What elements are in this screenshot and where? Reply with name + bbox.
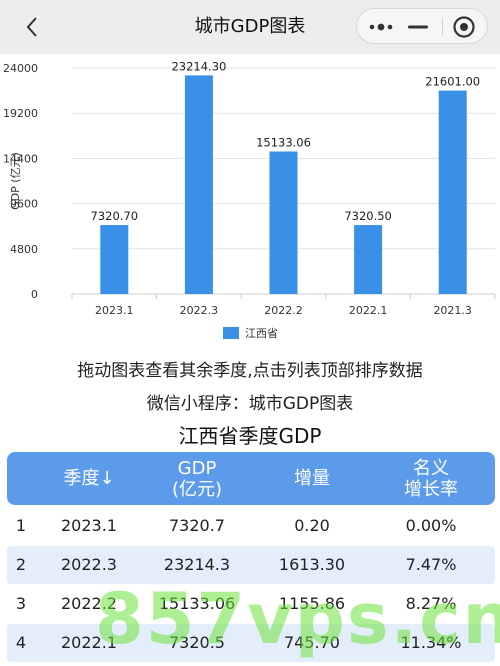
- x-tick-label: 2021.3: [433, 304, 472, 317]
- y-tick-label: 0: [31, 288, 38, 301]
- cell-growth: 7.47%: [405, 555, 457, 574]
- nav-bar: 城市GDP图表: [0, 0, 500, 54]
- cell-gdp: 7320.5: [169, 633, 225, 652]
- gdp-bar-chart[interactable]: 0 4800 9600 14400 19200 24000 GDP (亿元) 7320.70 2…: [0, 54, 500, 320]
- table-row[interactable]: 3 2022.2 15133.06 1155.86 8.27%: [7, 585, 495, 623]
- table-title: 江西省季度GDP: [178, 424, 322, 448]
- minimize-button[interactable]: [403, 16, 433, 38]
- cell-gdp: 7320.7: [169, 516, 225, 535]
- cell-rank: 2: [15, 555, 27, 574]
- y-tick-label: 24000: [3, 62, 38, 75]
- cell-quarter: 2022.3: [61, 555, 117, 574]
- bar: [100, 225, 129, 294]
- x-tick-label: 2022.2: [264, 304, 303, 317]
- bar-data-label: 23214.30: [171, 59, 226, 73]
- minus-icon: [408, 25, 428, 29]
- close-button[interactable]: [451, 14, 477, 40]
- cell-growth: 8.27%: [405, 594, 457, 613]
- header-growth[interactable]: 名义 增长率: [404, 457, 458, 500]
- cell-increase: 1613.30: [278, 555, 346, 574]
- cell-rank: 4: [15, 633, 27, 652]
- bar: [184, 75, 213, 294]
- bar: [438, 90, 467, 295]
- bar-data-label: 21601.00: [425, 75, 480, 89]
- capsule-divider: [442, 18, 443, 36]
- cell-rank: 1: [15, 516, 27, 535]
- y-tick-label: 19200: [3, 107, 38, 120]
- header-quarter[interactable]: 季度↓: [63, 468, 115, 489]
- cell-quarter: 2023.1: [61, 516, 117, 535]
- more-button[interactable]: [367, 16, 395, 38]
- table-row[interactable]: 4 2022.1 7320.5 745.70 11.34%: [7, 624, 495, 662]
- cell-growth: 11.34%: [400, 633, 462, 652]
- cell-increase: 0.20: [294, 516, 330, 535]
- y-axis-title: GDP (亿元): [9, 152, 22, 210]
- bar-data-label: 7320.70: [91, 209, 139, 223]
- chart-legend[interactable]: 江西省: [223, 323, 278, 343]
- table-row[interactable]: 1 2023.1 7320.7 0.20 0.00%: [7, 507, 495, 545]
- y-tick-label: 14400: [3, 152, 38, 165]
- more-dots-icon: [369, 23, 393, 31]
- close-circle-icon: [453, 16, 475, 38]
- x-tick-label: 2023.1: [95, 304, 134, 317]
- y-tick-label: 9600: [10, 198, 38, 211]
- cell-rank: 3: [15, 594, 27, 613]
- header-increase[interactable]: 增量: [294, 468, 330, 489]
- cell-increase: 1155.86: [278, 594, 346, 613]
- chevron-left-icon: [26, 17, 37, 37]
- table-row[interactable]: 2 2022.3 23214.3 1613.30 7.47%: [7, 546, 495, 584]
- legend-label: 江西省: [245, 327, 278, 340]
- x-tick-label: 2022.1: [349, 304, 388, 317]
- mini-program-capsule: [356, 8, 488, 44]
- cell-gdp: 23214.3: [163, 555, 231, 574]
- drag-hint-text: 拖动图表查看其余季度,点击列表顶部排序数据: [77, 361, 423, 381]
- bar-data-label: 7320.50: [344, 209, 392, 223]
- x-tick-label: 2022.3: [180, 304, 219, 317]
- table-header: 季度↓ GDP (亿元) 增量 名义 增长率: [7, 452, 495, 505]
- y-tick-label: 4800: [10, 243, 38, 256]
- mini-program-text: 微信小程序：城市GDP图表: [146, 394, 354, 414]
- header-gdp[interactable]: GDP (亿元): [171, 457, 223, 500]
- cell-growth: 0.00%: [405, 516, 457, 535]
- cell-quarter: 2022.2: [61, 594, 117, 613]
- bar: [269, 151, 298, 294]
- bar: [354, 225, 383, 294]
- legend-swatch: [223, 327, 239, 339]
- cell-gdp: 15133.06: [158, 594, 236, 613]
- bar-data-label: 15133.06: [256, 135, 311, 149]
- cell-increase: 745.70: [284, 633, 340, 652]
- back-button[interactable]: [18, 13, 46, 41]
- cell-quarter: 2022.1: [61, 633, 117, 652]
